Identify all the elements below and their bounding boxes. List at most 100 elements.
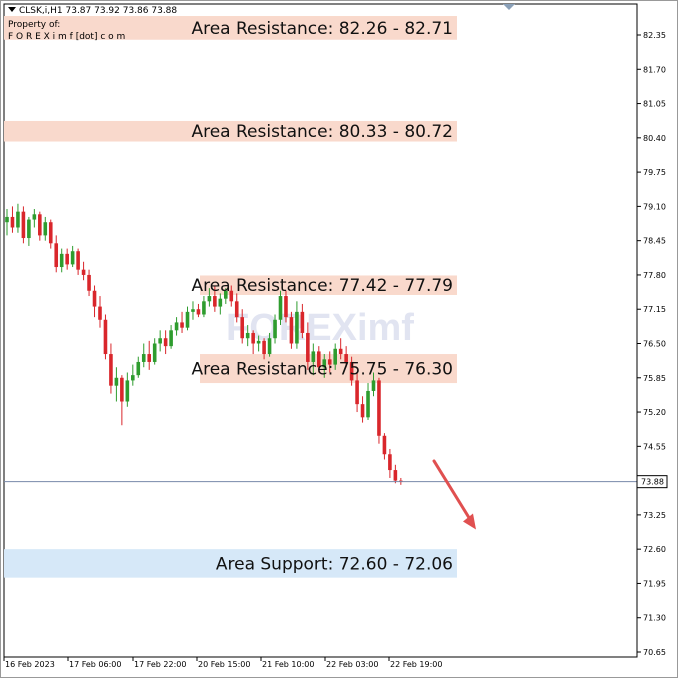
current-price-tag: 73.88 — [636, 475, 668, 489]
candle-body — [27, 219, 31, 239]
candle-body — [87, 274, 91, 291]
candle-body — [344, 354, 348, 362]
arrow-shaft — [432, 459, 474, 525]
candle-body — [92, 290, 97, 307]
candle-body — [141, 354, 146, 362]
candle-body — [48, 222, 53, 244]
y-tick-label: 79.75 — [643, 168, 666, 177]
y-tick-label: 77.80 — [643, 271, 666, 280]
candle-body — [256, 340, 261, 344]
candle-body — [180, 322, 184, 328]
candle-body — [109, 354, 113, 386]
candle-body — [202, 301, 206, 315]
candle-body — [245, 332, 250, 339]
y-tick-label: 78.45 — [643, 237, 666, 246]
candle-body — [377, 380, 381, 436]
brand-line: F O R E X i m f [dot] c o m — [8, 32, 126, 42]
zone-label: Area Resistance: 75.75 - 76.30 — [191, 360, 453, 380]
candle-body — [98, 306, 102, 320]
candle-body — [131, 375, 135, 381]
candle-body — [371, 380, 376, 391]
candle-body — [207, 296, 212, 302]
y-tick-label: 70.65 — [643, 648, 666, 657]
candle-body — [185, 311, 190, 328]
candle-body — [289, 317, 294, 344]
x-tick-label: 20 Feb 15:00 — [198, 660, 250, 669]
zone-band — [4, 549, 457, 578]
property-label: Property of: — [8, 20, 61, 30]
candle-body — [333, 348, 337, 365]
candle-body — [21, 211, 26, 239]
candle-body — [399, 480, 403, 482]
candle-body — [360, 404, 365, 418]
y-tick-label: 77.15 — [643, 305, 666, 314]
candle-body — [240, 317, 245, 339]
y-tick-label: 76.50 — [643, 340, 666, 349]
down-arrow-icon — [432, 459, 476, 530]
candle-body — [76, 251, 80, 270]
candle-body — [120, 377, 124, 402]
candle-body — [300, 311, 305, 333]
candle-body — [114, 377, 119, 386]
candle-body — [43, 222, 48, 236]
dropdown-triangle-icon[interactable] — [8, 7, 16, 12]
candle-body — [322, 359, 327, 368]
symbol-header: CLSK,i,H1 73.87 73.92 73.86 73.88 — [8, 6, 177, 17]
zone-band — [200, 354, 457, 384]
candle-body — [311, 351, 316, 362]
candle-body — [65, 253, 69, 265]
candle-body — [16, 211, 20, 228]
candle-body — [218, 298, 223, 307]
candle-body — [54, 243, 59, 268]
arrow-head — [463, 513, 476, 530]
zone-label: Area Resistance: 80.33 - 80.72 — [191, 122, 453, 142]
zone-label: Area Resistance: 82.26 - 82.71 — [191, 19, 453, 39]
x-tick-label: 22 Feb 03:00 — [326, 660, 378, 669]
x-tick-label: 17 Feb 22:00 — [134, 660, 186, 669]
x-tick-label: 21 Feb 10:00 — [262, 660, 314, 669]
y-tick-label: 73.25 — [643, 511, 666, 520]
y-tick-label: 75.20 — [643, 408, 666, 417]
candle-body — [169, 330, 173, 347]
candle-body — [295, 311, 299, 344]
candle-body — [224, 290, 228, 299]
y-tick-label: 74.55 — [643, 442, 666, 451]
zone-band — [200, 275, 457, 295]
candle-body — [158, 338, 162, 344]
candle-body — [191, 309, 195, 312]
symbol-line: CLSK,i,H1 73.87 73.92 73.86 73.88 — [19, 6, 178, 16]
y-tick-label: 71.30 — [643, 614, 666, 623]
time-axis: 16 Feb 2023 17 Feb 06:00 17 Feb 22:00 20 Fe… — [3, 657, 442, 669]
zone-labels: Area Resistance: 82.26 - 82.71 Area Resis… — [191, 19, 453, 575]
candle-body — [196, 309, 201, 315]
y-tick-label: 72.60 — [643, 545, 666, 554]
price-tag-label: 73.88 — [641, 478, 664, 487]
candle-body — [273, 319, 277, 339]
plot-border — [3, 3, 638, 658]
candle-body — [10, 216, 15, 228]
candle-body — [349, 361, 354, 381]
candle-body — [38, 214, 42, 236]
candle-body — [152, 343, 157, 362]
y-tick-label: 75.85 — [643, 374, 666, 383]
y-tick-label: 82.35 — [643, 31, 666, 40]
y-tick-label: 71.95 — [643, 579, 666, 588]
candle-body — [81, 269, 86, 275]
zone-label: Area Resistance: 77.42 - 77.79 — [191, 276, 453, 296]
y-tick-label: 81.05 — [643, 100, 666, 109]
candle-body — [278, 296, 283, 320]
candle-body — [355, 380, 359, 405]
y-tick-label: 80.40 — [643, 134, 666, 143]
candle-body — [234, 301, 239, 318]
candle-body — [262, 340, 266, 355]
candle-body — [32, 214, 37, 220]
zone-band — [4, 16, 457, 40]
candle-body — [147, 354, 152, 362]
candle-body — [125, 380, 130, 402]
candle-body — [316, 351, 321, 368]
candle-body — [5, 216, 9, 223]
scroll-marker-icon[interactable] — [503, 4, 515, 10]
candle-body — [306, 332, 310, 362]
price-tag-box — [636, 475, 668, 489]
x-tick-label: 17 Feb 06:00 — [69, 660, 121, 669]
